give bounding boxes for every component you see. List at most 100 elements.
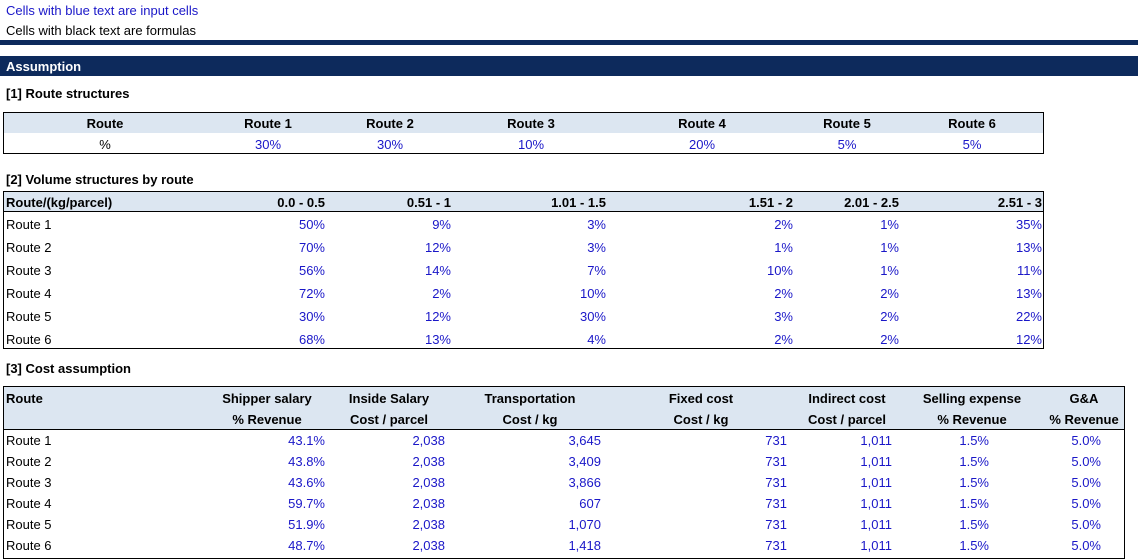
cost-row-route-label: Route 4 (6, 496, 52, 511)
weight-band-header: 0.51 - 1 (406, 195, 451, 210)
weight-band-header: 1.01 - 1.5 (551, 195, 606, 210)
cost-value-cell: 43.1% (288, 433, 325, 448)
volume-share-cell: 2% (880, 309, 899, 324)
cost-value-cell: 5.0% (1071, 433, 1101, 448)
cost-value-cell: 2,038 (412, 496, 445, 511)
volume-share-cell: 30% (298, 309, 325, 324)
cost-value-cell: 1,011 (860, 538, 892, 553)
volume-share-cell: 12% (424, 309, 451, 324)
cost-value-cell: 2,038 (412, 538, 445, 553)
volume-share-cell: 9% (432, 217, 451, 232)
cost-value-cell: 731 (765, 517, 787, 532)
percent-row-label: % (99, 137, 111, 152)
volume-share-cell: 2% (880, 286, 899, 301)
cost-column-header-line2: % Revenue (232, 412, 302, 427)
cost-column-header-line2: % Revenue (937, 412, 1007, 427)
volume-share-cell: 72% (298, 286, 325, 301)
volume-structures-table (3, 191, 1044, 349)
weight-band-header: 0.0 - 0.5 (277, 195, 325, 210)
cost-value-cell: 51.9% (288, 517, 325, 532)
cost-assumption-header-fill (3, 386, 1125, 429)
cost-row-route-label: Route 6 (6, 538, 52, 553)
cost-value-cell: 5.0% (1071, 475, 1101, 490)
route-header-label: Route (86, 116, 124, 131)
volume-share-cell: 10% (766, 263, 793, 278)
volume-row-route-label: Route 5 (6, 309, 52, 324)
cost-column-header-line2: Cost / kg (502, 412, 558, 427)
volume-share-cell: 22% (1015, 309, 1042, 324)
route-column-header: Route 2 (366, 116, 414, 131)
volume-row-route-label: Route 4 (6, 286, 52, 301)
cost-value-cell: 1,011 (860, 517, 892, 532)
volume-share-cell: 3% (587, 217, 606, 232)
route-column-header: Route 5 (823, 116, 871, 131)
weight-band-header: 2.01 - 2.5 (844, 195, 899, 210)
route-column-header: Route 4 (678, 116, 726, 131)
cost-column-header-line2: Cost / parcel (807, 412, 887, 427)
cost-row-route-label: Route 2 (6, 454, 52, 469)
volume-share-cell: 70% (298, 240, 325, 255)
volume-share-cell: 56% (298, 263, 325, 278)
cost-value-cell: 1.5% (959, 454, 989, 469)
cost-value-cell: 1.5% (959, 475, 989, 490)
cost-header-rule (3, 429, 1125, 430)
route-share-value: 10% (517, 137, 545, 152)
section-header-title: Assumption (6, 59, 82, 74)
route-structures-header-fill (3, 112, 1044, 133)
cost-column-header-line1: Indirect cost (808, 391, 886, 406)
cost-value-cell: 1,070 (568, 517, 601, 532)
cost-value-cell: 731 (765, 496, 787, 511)
volume-share-cell: 1% (880, 263, 899, 278)
route-share-value: 30% (376, 137, 404, 152)
route-share-value: 30% (254, 137, 282, 152)
volume-share-cell: 2% (774, 332, 793, 347)
cost-column-header-line1: Transportation (484, 391, 576, 406)
volume-row-route-label: Route 1 (6, 217, 52, 232)
volume-share-cell: 12% (1015, 332, 1042, 347)
cost-column-header-line1: Shipper salary (222, 391, 312, 406)
volume-share-cell: 2% (880, 332, 899, 347)
volume-share-cell: 13% (424, 332, 451, 347)
cost-value-cell: 5.0% (1071, 538, 1101, 553)
volume-share-cell: 1% (880, 217, 899, 232)
cost-value-cell: 731 (765, 538, 787, 553)
route-column-header: Route 6 (948, 116, 996, 131)
cost-value-cell: 607 (579, 496, 601, 511)
cost-value-cell: 2,038 (412, 433, 445, 448)
cost-value-cell: 2,038 (412, 475, 445, 490)
cost-row-route-label: Route 5 (6, 517, 52, 532)
volume-share-cell: 3% (774, 309, 793, 324)
route-column-header: Route 1 (244, 116, 292, 131)
volume-share-cell: 1% (880, 240, 899, 255)
volume-share-cell: 1% (774, 240, 793, 255)
volume-share-cell: 12% (424, 240, 451, 255)
volume-row-route-label: Route 6 (6, 332, 52, 347)
cost-assumption-title: [3] Cost assumption (6, 361, 131, 376)
cost-value-cell: 43.8% (288, 454, 325, 469)
volume-structures-title: [2] Volume structures by route (6, 172, 194, 187)
volume-share-cell: 7% (587, 263, 606, 278)
route-share-value: 5% (962, 137, 982, 152)
cost-value-cell: 5.0% (1071, 517, 1101, 532)
cost-column-header-line1: Inside Salary (348, 391, 430, 406)
section-header-band: Assumption (0, 56, 1138, 76)
volume-header-rule (3, 211, 1044, 212)
cost-column-header-line1: G&A (1069, 391, 1099, 406)
volume-share-cell: 2% (432, 286, 451, 301)
volume-row-label-header: Route/(kg/parcel) (6, 195, 113, 210)
cost-value-cell: 3,409 (568, 454, 601, 469)
cost-column-header-line2: Cost / parcel (349, 412, 429, 427)
cost-column-header-line2: % Revenue (1049, 412, 1119, 427)
volume-share-cell: 13% (1015, 240, 1042, 255)
volume-share-cell: 13% (1015, 286, 1042, 301)
volume-share-cell: 35% (1015, 217, 1042, 232)
cost-value-cell: 48.7% (288, 538, 325, 553)
volume-row-route-label: Route 2 (6, 240, 52, 255)
cost-value-cell: 731 (765, 454, 787, 469)
cost-value-cell: 1,011 (860, 433, 892, 448)
cost-column-header-line1: Selling expense (922, 391, 1022, 406)
cost-value-cell: 3,866 (568, 475, 601, 490)
route-share-value: 5% (837, 137, 857, 152)
cost-value-cell: 1.5% (959, 433, 989, 448)
volume-row-route-label: Route 3 (6, 263, 52, 278)
